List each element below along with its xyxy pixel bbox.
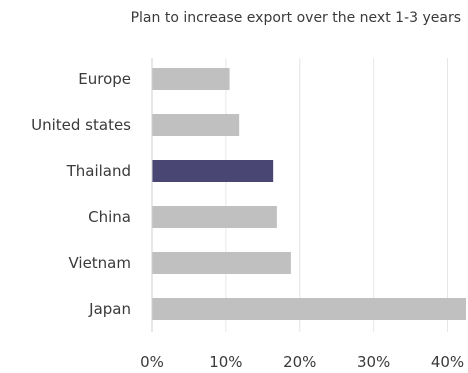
bars: [152, 68, 466, 320]
x-tick-labels: 0% 10% 20% 30% 40%: [140, 353, 464, 371]
category-label: China: [88, 208, 131, 226]
category-label: United states: [31, 116, 131, 134]
bar: [152, 160, 274, 182]
category-label: Europe: [78, 70, 131, 88]
bar: [152, 298, 466, 320]
category-label: Thailand: [66, 162, 131, 180]
bar: [152, 114, 240, 136]
x-tick-label: 10%: [209, 353, 242, 371]
x-tick-label: 40%: [431, 353, 464, 371]
bar: [152, 206, 277, 228]
bar: [152, 68, 230, 90]
x-tick-label: 30%: [357, 353, 390, 371]
category-label: Vietnam: [68, 254, 131, 272]
category-label: Japan: [88, 300, 131, 318]
gridlines: [225, 58, 449, 332]
chart-title: Plan to increase export over the next 1-…: [131, 10, 461, 26]
category-labels: Europe United states Thailand China Vietnam J…: [31, 70, 131, 318]
bar: [152, 252, 291, 274]
x-tick-label: 0%: [140, 353, 164, 371]
x-tick-label: 20%: [283, 353, 316, 371]
